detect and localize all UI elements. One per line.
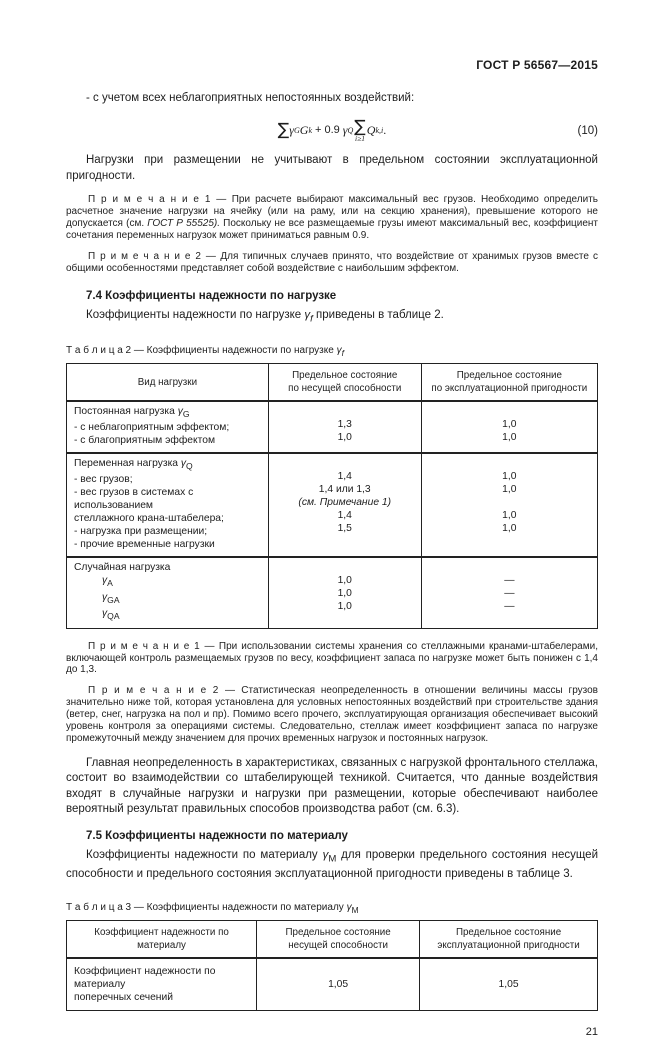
table-header-cell: Предельное состояние несущей способности — [256, 919, 421, 959]
table-cell: 1,0 1,0 1,0 — [267, 556, 422, 629]
sum-index: i≥1 — [355, 133, 365, 143]
sum-symbol: ∑ — [354, 116, 366, 137]
section-7-4-heading: 7.4 Коэффициенты надежности по нагрузке — [86, 289, 337, 302]
gamma-g-subscript: G — [293, 125, 300, 135]
table-header-cell: Предельное состояние эксплуатационной при… — [419, 919, 598, 959]
note-text: Статистическая неопределенность в отноше… — [66, 685, 598, 744]
gamma-g-symbol: γ — [289, 122, 294, 137]
table-cell: 1,3 1,0 — [267, 400, 422, 454]
note-text: Для типичных случаев принято, что воздей… — [66, 250, 598, 274]
paragraph-main-uncertainty: Главная неопределенность в характеристик… — [66, 756, 598, 816]
sum-with-index: ∑ i≥1 — [354, 116, 366, 143]
note-text: При расчете выбирают максимальный вес гр… — [66, 194, 599, 241]
table-header-cell: Коэффициент надежности по материалу — [65, 919, 258, 959]
note-2-top: П р и м е ч а н и е 2 — Для типичных слу… — [66, 251, 598, 275]
table-cell: Постоянная нагрузка γG - с неблагоприятны… — [66, 400, 269, 454]
table-2-caption: Т а б л и ц а 2 — Коэффициенты надежност… — [66, 345, 344, 359]
table-cell: — — — — [420, 556, 599, 629]
table-3: Коэффициент надежности по материалу Преде… — [65, 919, 598, 1011]
table-cell: 1,05 — [256, 956, 421, 1011]
g-variable: G — [299, 122, 309, 137]
section-7-5-heading: 7.5 Коэффициенты надежности по материалу — [86, 830, 348, 843]
table-cell: 1,0 1,0 1,0 1,0 — [420, 452, 599, 558]
table-header-cell: Предельное состояние по несущей способнос… — [267, 363, 422, 403]
table-row: Постоянная нагрузка γG - с неблагоприятны… — [66, 400, 599, 454]
table-header-cell: Предельное состояние по эксплуатационной … — [420, 363, 599, 403]
sum-symbol: ∑ — [277, 119, 290, 140]
table-cell: 1,0 1,0 — [420, 400, 599, 454]
table-cell: 1,05 — [419, 956, 598, 1011]
table-cell: Переменная нагрузка γQ - вес грузов; - вес… — [66, 452, 269, 558]
gamma-q-subscript: Q — [347, 125, 354, 135]
note-label: П р и м е ч а н и е 2 — — [88, 685, 236, 697]
page-number: 21 — [585, 1025, 598, 1038]
table-row: Переменная нагрузка γQ - вес грузов; - вес… — [66, 452, 599, 558]
note-label: П р и м е ч а н и е 2 — — [88, 250, 217, 262]
standard-number-header: ГОСТ Р 56567—2015 — [476, 58, 598, 72]
note-1-after-table: П р и м е ч а н и е 1 — При использовани… — [66, 641, 598, 677]
q-subscript: k,i — [375, 125, 384, 135]
table-cell: Случайная нагрузка γA γGA γQA — [66, 556, 269, 629]
section-7-5-paragraph: Коэффициенты надежности по материалу γM … — [66, 849, 598, 881]
table-row: Коэффициент надежности по материалу попер… — [65, 956, 598, 1011]
table-3-caption: Т а б л и ц а 3 — Коэффициенты надежност… — [66, 901, 359, 915]
table-header-row: Вид нагрузки Предельное состояние по несущ… — [66, 363, 599, 403]
gamma-q-symbol: γ — [342, 122, 348, 137]
table-row: Случайная нагрузка γA γGA γQA 1,0 1,0 1,0 — — — — [66, 556, 599, 629]
note-2-after-table: П р и м е ч а н и е 2 — Статистическая н… — [66, 685, 598, 745]
table-2: Вид нагрузки Предельное состояние по несущ… — [66, 363, 599, 629]
section-7-4-paragraph: Коэффициенты надежности по нагрузке γf п… — [86, 308, 444, 324]
table-header-cell: Вид нагрузки — [66, 363, 269, 403]
bullet-line: - с учетом всех неблагоприятных непостоя… — [86, 92, 415, 104]
plus-coefficient: + 0.9 — [315, 124, 340, 137]
table-cell: 1,4 1,4 или 1,3 (см. Примечание 1) 1,4 1,5 — [267, 452, 422, 558]
g-subscript: k — [308, 125, 312, 135]
paragraph-loads: Нагрузки при размещении не учитывают в п… — [66, 154, 598, 182]
formula-period: . — [383, 122, 387, 137]
q-variable: Q — [366, 122, 376, 137]
note-text: При использовании системы хранения со ст… — [66, 640, 598, 676]
table-cell: Коэффициент надежности по материалу попер… — [65, 956, 258, 1011]
table-header-row: Коэффициент надежности по материалу Преде… — [65, 919, 598, 959]
note-1-top: П р и м е ч а н и е 1 — При расчете выби… — [66, 194, 598, 242]
document-page: ГОСТ Р 56567—2015 - с учетом всех неблаг… — [65, 58, 599, 1038]
equation-number: (10) — [577, 125, 598, 138]
note-label: П р и м е ч а н и е 1 — — [88, 194, 227, 206]
note-label: П р и м е ч а н и е 1 — — [88, 640, 215, 652]
